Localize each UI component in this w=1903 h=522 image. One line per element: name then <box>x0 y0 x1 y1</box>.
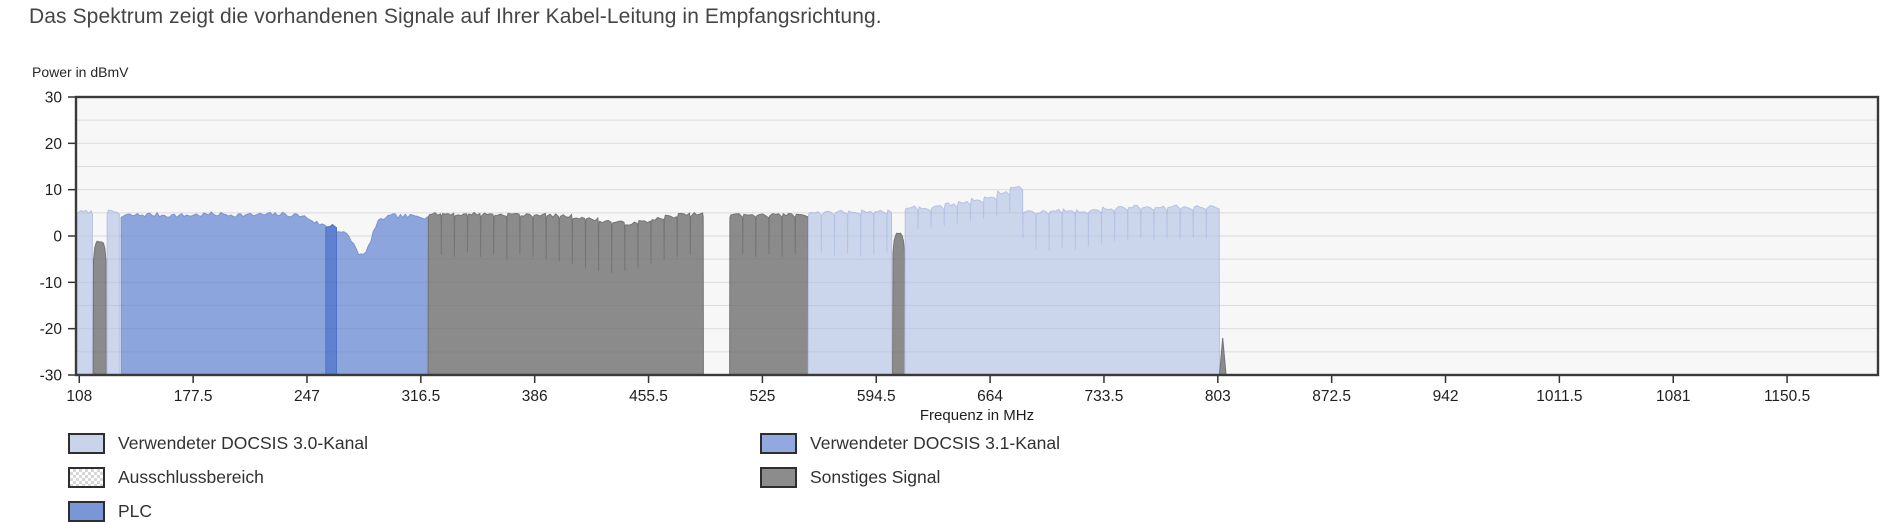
band-docsis30-comb-2 <box>904 185 1221 375</box>
x-tick-label: 386 <box>522 388 548 405</box>
x-tick-label: 177.5 <box>174 388 213 405</box>
y-axis-title: Power in dBmV <box>32 64 129 80</box>
plot-border <box>74 95 1880 377</box>
x-tick-label: 942 <box>1433 388 1459 405</box>
legend-swatch-docsis31 <box>760 433 797 454</box>
band-other-narrow-2 <box>892 232 906 375</box>
legend-swatch-other <box>760 467 797 488</box>
x-tick-label: 664 <box>977 388 1003 405</box>
x-tick-label: 316.5 <box>401 388 440 405</box>
legend-label-docsis31: Verwendeter DOCSIS 3.1-Kanal <box>810 433 1060 453</box>
x-tick-label: 803 <box>1205 388 1231 405</box>
x-tick-label: 594.5 <box>857 388 896 405</box>
band-plc <box>325 223 337 375</box>
y-tick-label: 20 <box>45 136 63 153</box>
legend-item-plc: PLC <box>68 501 368 522</box>
legend-swatch-docsis30 <box>68 433 105 454</box>
y-tick-label: -20 <box>40 321 63 338</box>
x-tick-label: 733.5 <box>1085 388 1124 405</box>
y-tick-label: 10 <box>45 182 63 199</box>
legend-column-1: Verwendeter DOCSIS 3.0-Kanal Ausschlussbe… <box>68 433 368 522</box>
legend-swatch-plc <box>68 501 105 522</box>
legend-swatch-exclusion <box>68 467 105 488</box>
x-tick-label: 872.5 <box>1312 388 1351 405</box>
x-tick-label: 1011.5 <box>1536 388 1582 405</box>
x-tick-label: 525 <box>749 388 775 405</box>
y-tick-label: 30 <box>45 90 63 107</box>
band-other-narrow-1 <box>92 240 107 375</box>
x-tick-label: 108 <box>66 388 92 405</box>
y-tick-label: -10 <box>40 275 63 292</box>
legend-label-exclusion: Ausschlussbereich <box>118 467 264 487</box>
legend-column-2: Verwendeter DOCSIS 3.1-Kanal Sonstiges Si… <box>760 433 1060 501</box>
legend-label-other: Sonstiges Signal <box>810 467 941 487</box>
band-docsis31-ofdm <box>120 211 428 375</box>
legend-item-exclusion: Ausschlussbereich <box>68 467 368 488</box>
chart-title: Das Spektrum zeigt die vorhandenen Signa… <box>29 5 882 28</box>
x-tick-label: 247 <box>294 388 320 405</box>
x-tick-label: 455.5 <box>629 388 668 405</box>
band-docsis30-block-2 <box>106 209 120 375</box>
band-docsis30-block-1 <box>76 209 93 375</box>
legend-label-plc: PLC <box>118 501 153 521</box>
legend-item-other: Sonstiges Signal <box>760 467 1060 488</box>
y-tick-label: -30 <box>40 368 63 385</box>
band-docsis30-comb-1 <box>807 209 893 375</box>
band-other-comb-2 <box>729 212 809 375</box>
band-other-comb-1 <box>427 211 704 375</box>
y-tick-label: 0 <box>53 229 62 246</box>
legend-item-docsis30: Verwendeter DOCSIS 3.0-Kanal <box>68 433 368 454</box>
x-tick-label: 1081 <box>1656 388 1690 405</box>
x-axis-title: Frequenz in MHz <box>920 407 1034 424</box>
x-tick-label: 1150.5 <box>1764 388 1810 405</box>
legend-item-docsis31: Verwendeter DOCSIS 3.1-Kanal <box>760 433 1060 454</box>
legend-label-docsis30: Verwendeter DOCSIS 3.0-Kanal <box>118 433 368 453</box>
